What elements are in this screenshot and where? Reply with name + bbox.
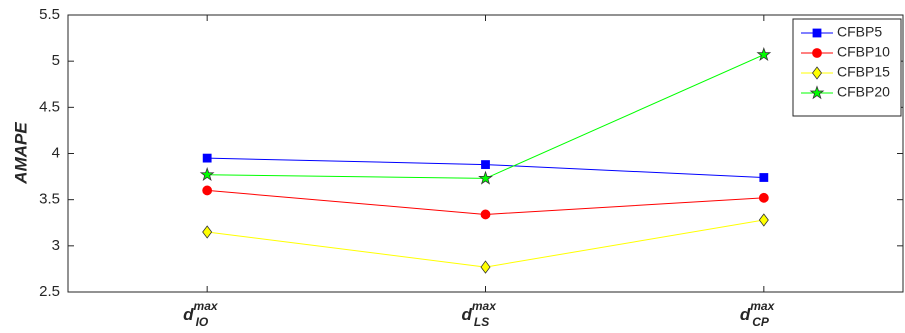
marker	[199, 167, 215, 181]
label-sup: max	[472, 299, 497, 313]
marker	[480, 260, 491, 274]
label-base: d	[462, 305, 473, 324]
legend-label: CFBP20	[837, 84, 890, 100]
marker	[758, 192, 769, 203]
label-sup: max	[194, 299, 219, 313]
marker	[758, 213, 769, 227]
x-tick-label: dmax LS	[462, 299, 498, 329]
y-tick-label: 4.5	[39, 98, 60, 115]
marker	[756, 46, 772, 61]
label-sup: max	[750, 299, 775, 313]
marker	[202, 185, 213, 196]
legend-label: CFBP10	[837, 44, 890, 60]
plot-area	[67, 14, 904, 293]
y-tick-label: 2.5	[39, 283, 60, 300]
y-axis-label: AMAPE	[11, 122, 30, 185]
legend-label: CFBP5	[837, 24, 882, 40]
marker	[480, 209, 491, 220]
label-sub: CP	[752, 315, 770, 329]
marker	[202, 153, 212, 163]
label-base: d	[740, 305, 751, 324]
x-tick-label: dmax IO	[183, 299, 219, 329]
y-tick-label: 4	[52, 144, 60, 161]
marker	[481, 160, 490, 169]
label-base: d	[183, 305, 194, 324]
label-sub: LS	[474, 315, 489, 329]
marker	[478, 170, 493, 185]
y-tick-label: 5.5	[39, 6, 60, 23]
marker	[202, 225, 213, 239]
y-tick-label: 3	[52, 237, 60, 254]
marker	[812, 66, 822, 80]
series-line	[207, 219, 764, 268]
label-sub: IO	[196, 315, 209, 329]
marker	[812, 48, 822, 58]
legend-label: CFBP15	[837, 64, 890, 80]
y-tick-label: 3.5	[39, 191, 60, 208]
marker	[759, 173, 769, 182]
y-tick-label: 5	[52, 52, 60, 69]
marker	[809, 85, 825, 100]
marker	[812, 28, 822, 38]
x-tick-label: dmax CP	[740, 299, 776, 329]
legend-box	[792, 18, 902, 117]
